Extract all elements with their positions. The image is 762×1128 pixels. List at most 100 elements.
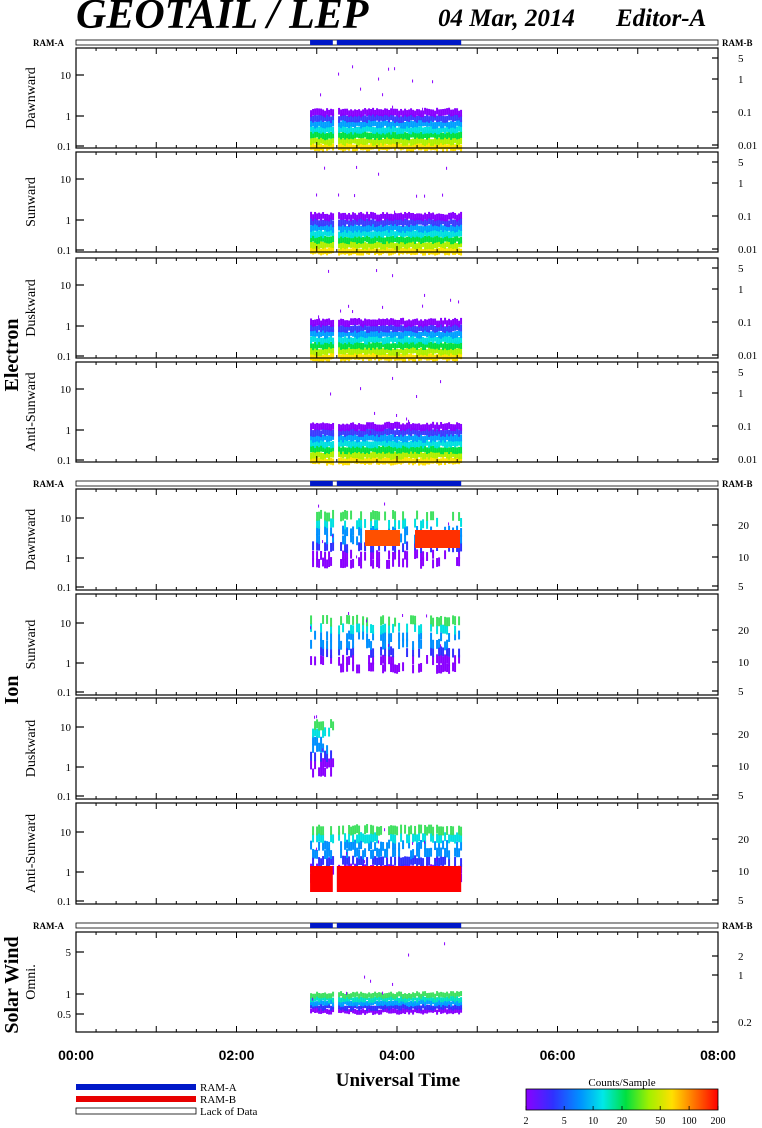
spectrogram-cell (456, 323, 459, 331)
spectrogram-cell (416, 235, 419, 242)
spectrogram-cell (326, 541, 329, 551)
spectrogram-cell (416, 1000, 419, 1006)
spectrogram-cell (424, 1001, 427, 1007)
spectrogram-cell (434, 441, 437, 448)
spectrogram-cell (460, 991, 463, 997)
spectrogram-cell (360, 121, 363, 129)
spectrogram-cell (330, 217, 333, 225)
spectrogram-cell (428, 457, 431, 465)
spectrogram-cell (312, 430, 315, 437)
y-tick-label-left: 0.1 (57, 896, 71, 908)
spectrogram-cell (398, 1000, 401, 1006)
spectrogram-cell (366, 319, 369, 327)
spectrogram-cell (368, 433, 371, 441)
spectrogram-cell (452, 336, 455, 344)
spectrogram-cell (452, 1009, 455, 1015)
spectrogram-cell (436, 346, 439, 354)
spectrogram-cell (440, 223, 443, 231)
spectrogram-cell (364, 246, 367, 254)
spectrogram-cell (312, 126, 315, 134)
spectrogram-cell (454, 136, 457, 144)
spectrogram-cell (432, 456, 435, 464)
y-tick-label-right: 1 (738, 74, 744, 86)
spectrogram-cell (376, 121, 379, 129)
spectrogram-cell (354, 456, 357, 464)
spectrogram-cell (332, 341, 335, 349)
spectrogram-cell (426, 428, 429, 436)
spectrogram-cell (442, 624, 445, 634)
spectrogram-cell (414, 1001, 417, 1007)
spectrogram-cell (316, 434, 319, 442)
spectrogram-cell (448, 1008, 451, 1014)
spectrogram-cell (378, 241, 381, 248)
spectrogram-cell (408, 433, 411, 441)
spectrogram-cell (352, 631, 355, 640)
spectrogram-cell (440, 380, 442, 384)
spectrogram-cell (338, 325, 341, 333)
spectrogram-cell (446, 137, 449, 145)
spectrogram-cell (316, 558, 319, 568)
spectrogram-cell (366, 326, 369, 333)
spectrogram-cell (342, 218, 345, 226)
spectrogram-cell (390, 856, 393, 866)
spectrogram-cell (458, 320, 461, 328)
spectrogram-cell (460, 120, 463, 127)
spectrogram-cell (310, 751, 313, 761)
spectrogram-cell (350, 456, 353, 464)
spectrogram-cell (342, 525, 345, 535)
spectrogram-cell (432, 1005, 435, 1011)
spectrogram-cell (454, 1004, 457, 1010)
spectrogram-cell (312, 218, 315, 226)
spectrogram-cell (330, 719, 333, 728)
spectrogram-cell (358, 440, 361, 448)
spectrogram-cell (434, 446, 437, 453)
spectrogram-cell (326, 1008, 329, 1014)
spectrogram-cell (408, 1001, 411, 1007)
spectrogram-cell (316, 847, 318, 851)
spectrogram-cell (372, 107, 375, 115)
spectrogram-cell (318, 558, 321, 568)
spectrogram-cell (342, 1001, 345, 1007)
spectrogram-cell (310, 1003, 313, 1009)
spectrogram-cell (414, 427, 417, 435)
spectrogram-cell (316, 519, 319, 529)
spectrogram-cell (354, 839, 357, 849)
spectrogram-cell (426, 450, 429, 458)
spectrogram-cell (440, 324, 443, 331)
spectrogram-cell (382, 632, 385, 642)
spectrogram-cell (402, 214, 405, 221)
spectrogram-cell (330, 458, 333, 465)
spectrogram-cell (342, 428, 345, 435)
y-tick-label-right: 0.01 (738, 350, 757, 362)
spectrogram-cell (450, 113, 453, 121)
spectrogram-cell (438, 841, 441, 851)
ram-left-label: RAM-A (33, 38, 64, 48)
panel-frame (75, 593, 719, 696)
spectrogram-cell (310, 235, 313, 243)
spectrogram-cell (414, 114, 417, 122)
spectrogram-cell (370, 849, 373, 859)
spectrogram-cell (442, 325, 445, 333)
spectrogram-cell (436, 1001, 439, 1007)
spectrogram-cell (442, 1000, 445, 1006)
spectrogram-cell (460, 211, 463, 219)
spectrogram-cell (456, 132, 459, 140)
spectrogram-cell (444, 142, 447, 150)
spectrogram-cell (410, 451, 413, 459)
spectrogram-cell (328, 428, 331, 436)
spectrogram-cell (398, 353, 401, 361)
spectrogram-cell (360, 319, 363, 327)
y-tick-label-left: 0.1 (57, 455, 71, 467)
spectrogram-cell (428, 999, 431, 1005)
spectrogram-cell (356, 536, 359, 546)
spectrogram-cell (404, 211, 407, 219)
spectrogram-cell (316, 329, 319, 337)
spectrogram-cell (378, 511, 381, 521)
spectrogram-cell (350, 447, 353, 455)
spectrogram-cell (416, 991, 419, 997)
spectrogram-cell (402, 110, 405, 118)
spectrogram-cell (458, 654, 461, 664)
spectrogram-cell (370, 512, 373, 522)
